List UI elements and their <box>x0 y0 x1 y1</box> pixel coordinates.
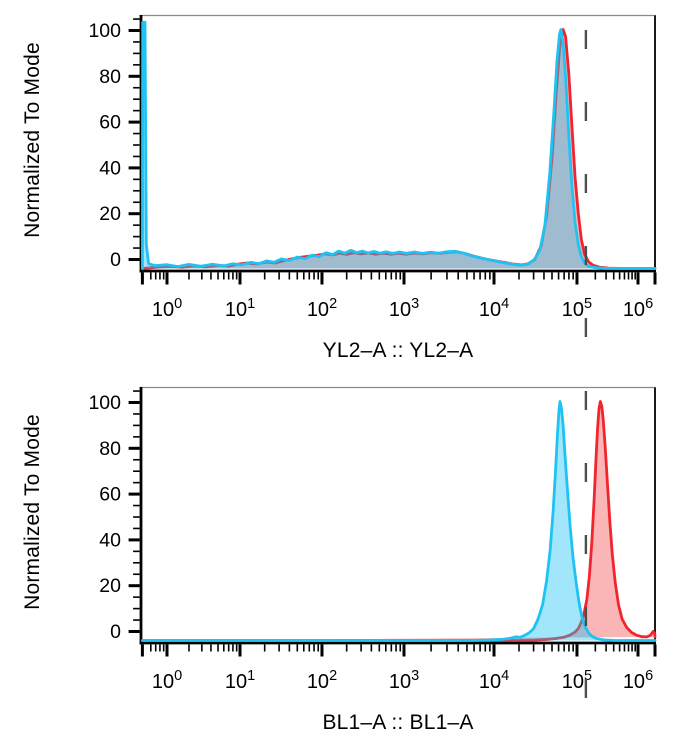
bl1a-histogram-plot: 0 20 40 60 80 100 100 101 102 103 104 105 106 <box>88 386 657 702</box>
x-tick-label: 101 <box>225 296 255 321</box>
x-tick-label: 103 <box>389 296 419 321</box>
red-histogram-fill <box>142 401 655 641</box>
y-tick-label: 20 <box>99 203 121 225</box>
cyan-histogram-curve <box>141 20 657 270</box>
x-tick-label: 102 <box>307 668 337 693</box>
x-tick-label: 104 <box>479 296 509 321</box>
x-tick-label: 105 <box>562 668 592 693</box>
y-tick-label: 100 <box>88 20 121 42</box>
y-tick-label: 60 <box>99 112 121 134</box>
red-histogram-curve <box>141 400 657 642</box>
x-tick-label: 100 <box>152 296 182 321</box>
y-tick-label: 0 <box>110 621 121 643</box>
x-tick-label: 105 <box>562 296 592 321</box>
cyan-histogram-curve <box>141 400 657 642</box>
x-tick-label: 100 <box>152 668 182 693</box>
x-axis-label: YL2–A :: YL2–A <box>322 339 474 362</box>
y-tick-label: 0 <box>110 249 121 271</box>
y-tick-label: 40 <box>99 157 121 179</box>
yl2a-histogram-plot: 0 20 40 60 80 100 100 101 102 103 104 105 106 <box>88 14 657 340</box>
y-tick-label: 40 <box>99 529 121 551</box>
histogram-panel-yl2a: Normalized To Mode 0 20 40 60 80 100 100 101 102… <box>21 14 657 362</box>
red-histogram-fill <box>142 29 655 269</box>
y-tick-label: 80 <box>99 66 121 88</box>
x-tick-label: 106 <box>623 296 653 321</box>
x-tick-label: 102 <box>307 296 337 321</box>
x-tick-label: 103 <box>389 668 419 693</box>
x-tick-label: 101 <box>225 668 255 693</box>
y-tick-label: 100 <box>88 392 121 414</box>
y-tick-label: 60 <box>99 484 121 506</box>
x-tick-label: 104 <box>479 668 509 693</box>
histogram-panel-bl1a: Normalized To Mode 0 20 40 60 80 100 100 101 102… <box>0 372 680 744</box>
x-axis-label: BL1–A :: BL1–A <box>322 711 474 734</box>
y-tick-label: 20 <box>99 575 121 597</box>
y-tick-label: 80 <box>99 438 121 460</box>
x-tick-label: 106 <box>623 668 653 693</box>
